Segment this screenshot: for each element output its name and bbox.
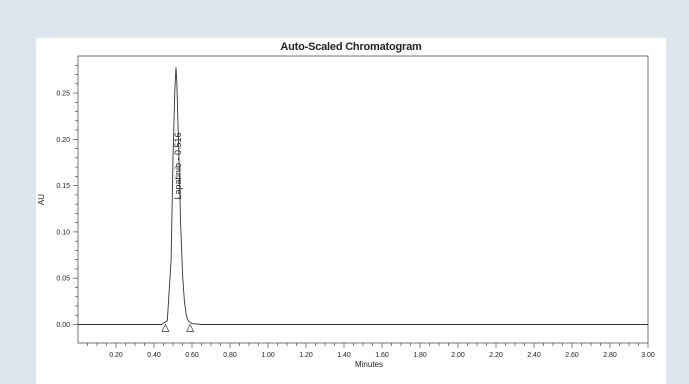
chart-title: Auto-Scaled Chromatogram <box>280 41 422 53</box>
x-tick-label: 1.00 <box>261 352 275 359</box>
x-tick-label: 2.00 <box>451 352 465 359</box>
x-tick-label: 0.80 <box>223 352 237 359</box>
x-tick-label: 2.40 <box>527 352 541 359</box>
x-axis-label: Minutes <box>355 360 383 369</box>
y-tick-label: 0.20 <box>56 137 70 144</box>
y-tick-label: 0.25 <box>56 91 70 98</box>
x-tick-label: 1.60 <box>375 352 389 359</box>
x-tick-label: 2.60 <box>565 352 579 359</box>
x-tick-label: 1.80 <box>413 352 427 359</box>
y-tick-label: 0.05 <box>56 276 70 283</box>
integration-marker <box>186 323 195 332</box>
chromatogram-chart: 0.20 0.40 0.60 0.80 1.00 1.20 1.40 1.60 1.80 2.00… <box>37 55 655 369</box>
x-tick-label: 2.20 <box>489 352 503 359</box>
chart-panel: Auto-Scaled Chromatogram 0.20 0.40 0.60 0.8… <box>36 38 666 384</box>
x-tick-label: 1.40 <box>337 352 351 359</box>
x-tick-label: 2.80 <box>603 352 617 359</box>
peak-annotation: Lapatinib - 0.516 <box>173 132 183 199</box>
plot-frame <box>77 55 649 344</box>
y-tick-label: 0.00 <box>56 322 70 329</box>
y-tick-label: 0.10 <box>56 229 70 236</box>
x-tick-label: 3.00 <box>641 352 655 359</box>
y-tick-label: 0.15 <box>56 183 70 190</box>
x-tick-label: 0.40 <box>147 352 161 359</box>
x-tick-label: 0.60 <box>185 352 199 359</box>
integration-marker <box>161 323 170 332</box>
x-tick-label: 1.20 <box>299 352 313 359</box>
y-axis-label: AU <box>37 194 46 205</box>
chromatogram-trace <box>78 67 648 325</box>
x-tick-label: 0.20 <box>109 352 123 359</box>
